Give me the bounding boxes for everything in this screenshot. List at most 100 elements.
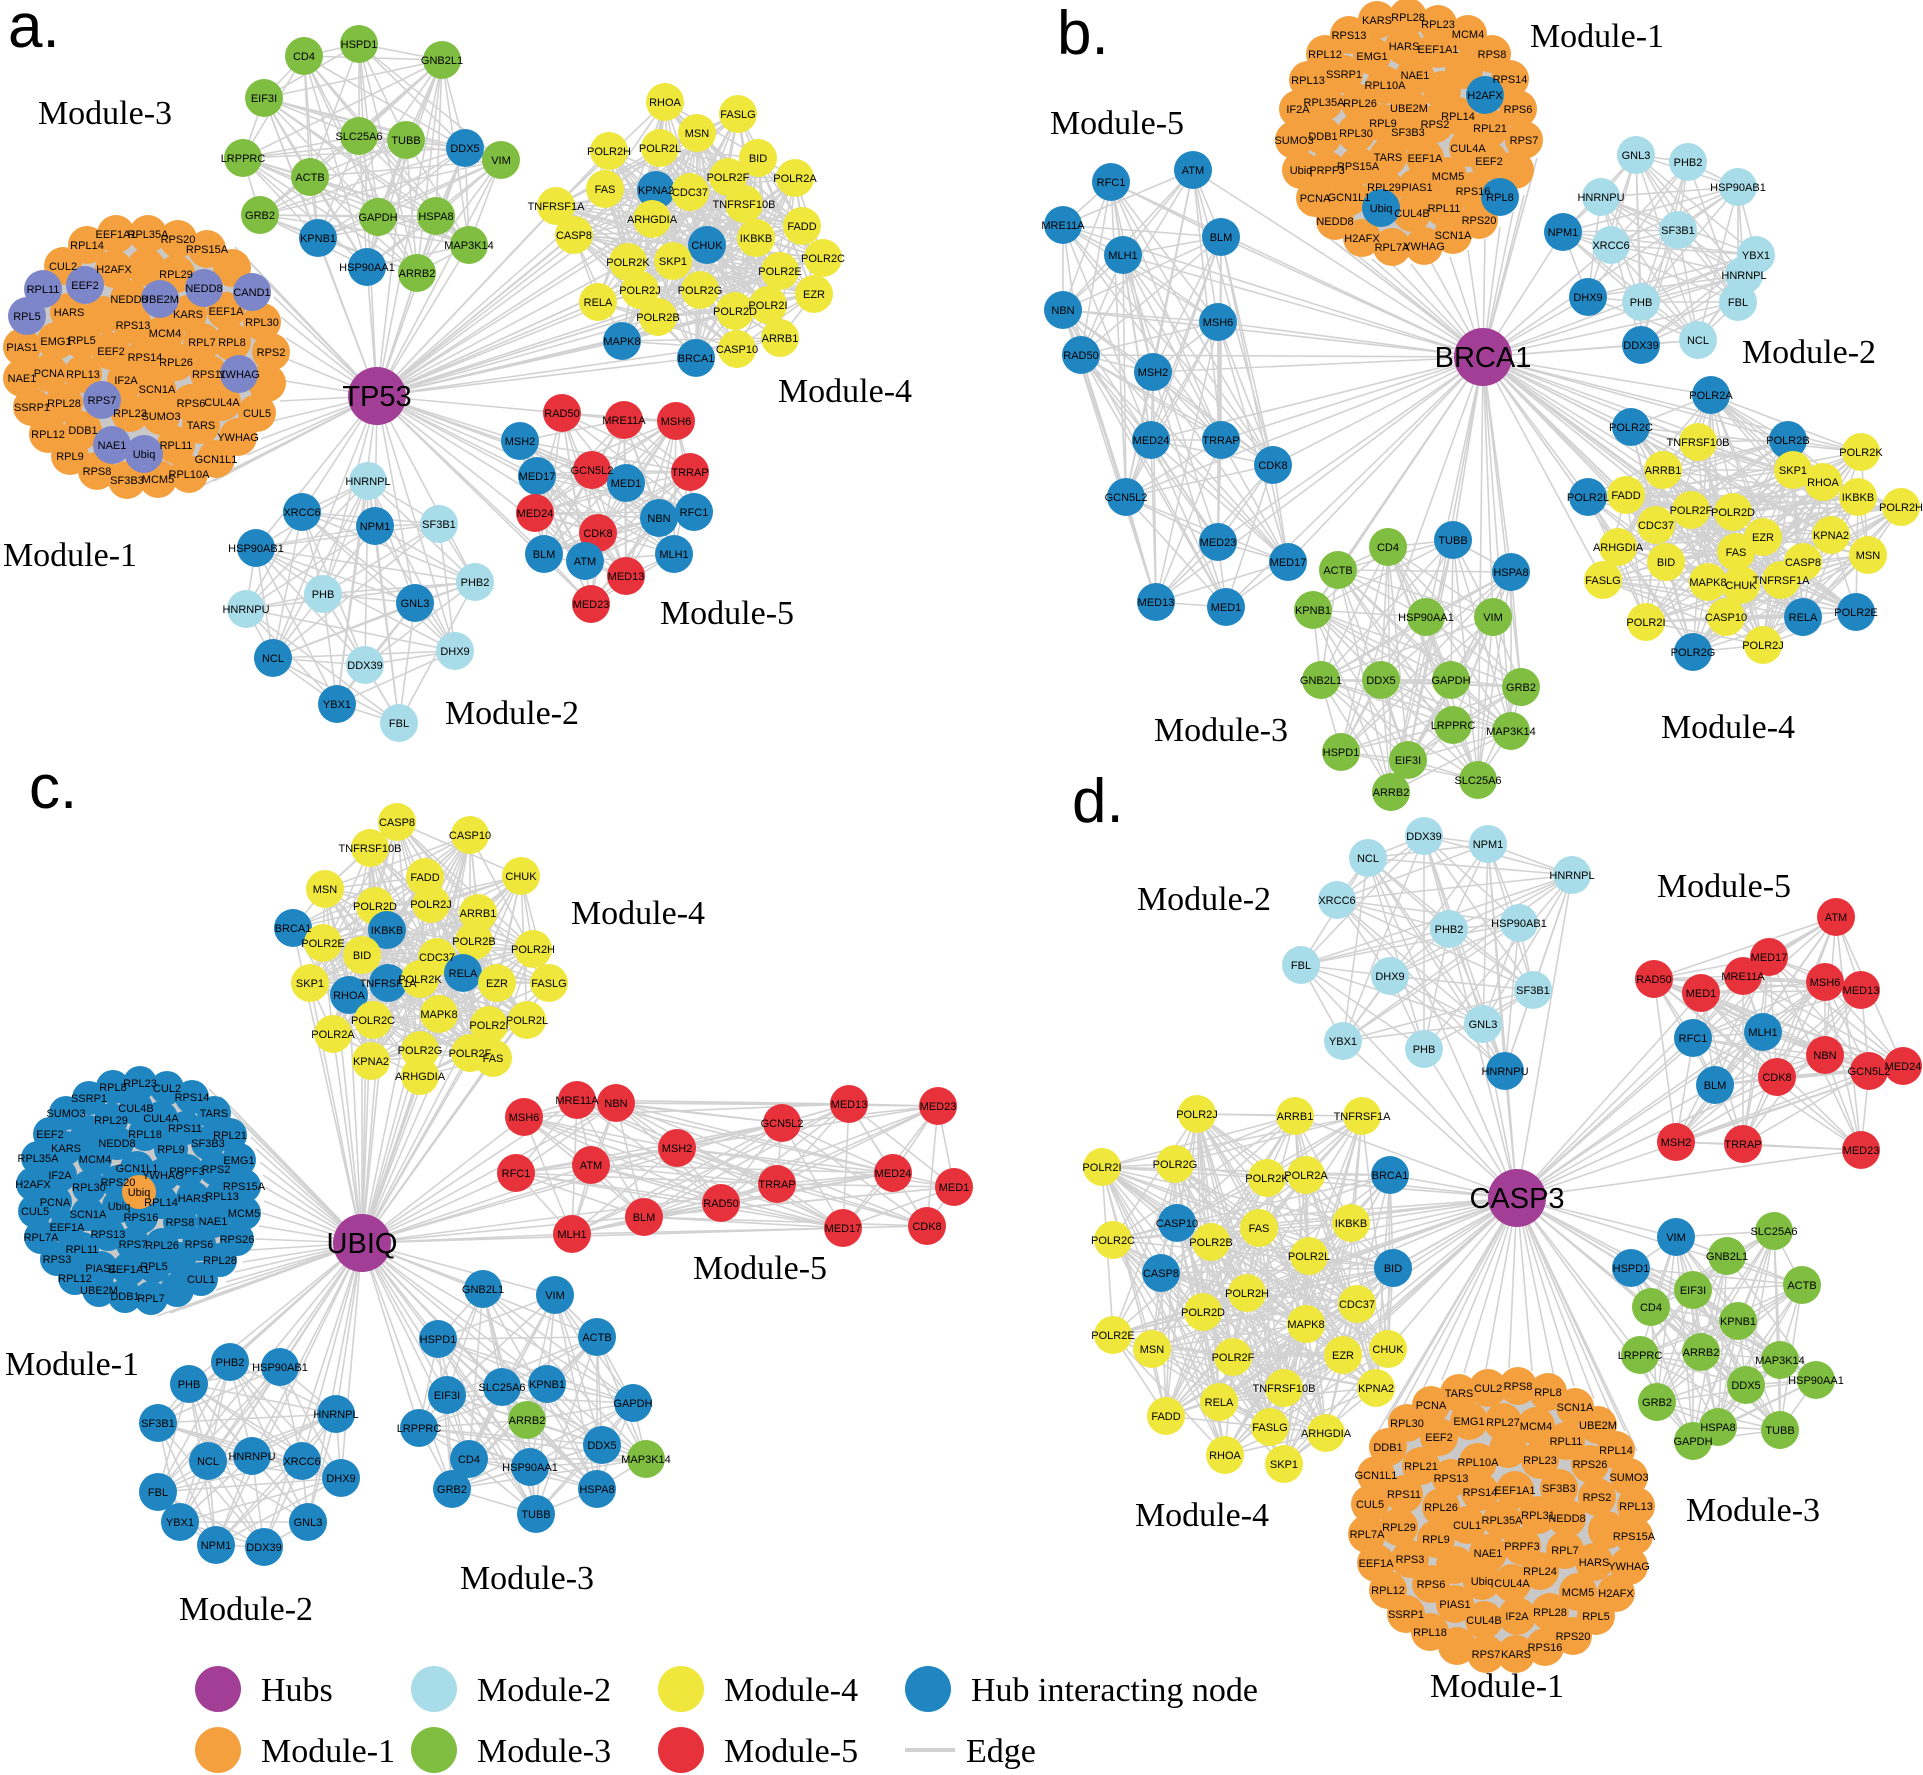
svg-text:BLM: BLM bbox=[533, 549, 556, 561]
svg-text:MCM4: MCM4 bbox=[149, 328, 181, 340]
svg-text:GNL3: GNL3 bbox=[401, 598, 430, 610]
svg-text:BID: BID bbox=[353, 950, 371, 962]
svg-text:POLR2H: POLR2H bbox=[511, 944, 555, 956]
svg-text:POLR2C: POLR2C bbox=[801, 253, 845, 265]
svg-text:NBN: NBN bbox=[604, 1098, 627, 1110]
svg-text:TNFRSF1A: TNFRSF1A bbox=[1334, 1111, 1392, 1123]
svg-text:RPL14: RPL14 bbox=[1441, 111, 1475, 123]
svg-text:KPNA2: KPNA2 bbox=[638, 185, 674, 197]
svg-text:MCM5: MCM5 bbox=[1432, 171, 1464, 183]
svg-text:CUL4B: CUL4B bbox=[1394, 208, 1429, 220]
svg-text:Module-2: Module-2 bbox=[477, 1672, 611, 1709]
svg-text:SSRP1: SSRP1 bbox=[14, 402, 50, 414]
svg-text:VIM: VIM bbox=[1483, 612, 1503, 624]
svg-text:EEF1A1: EEF1A1 bbox=[1495, 1485, 1536, 1497]
svg-text:RPL28: RPL28 bbox=[1533, 1607, 1567, 1619]
svg-text:PRPF3: PRPF3 bbox=[1309, 165, 1344, 177]
svg-text:RPS2: RPS2 bbox=[1583, 1492, 1612, 1504]
svg-text:RPL29: RPL29 bbox=[159, 269, 193, 281]
svg-text:KPNA2: KPNA2 bbox=[353, 1056, 389, 1068]
svg-text:CDK8: CDK8 bbox=[1258, 460, 1287, 472]
svg-text:MED13: MED13 bbox=[831, 1099, 868, 1111]
svg-text:RPS2: RPS2 bbox=[1421, 119, 1450, 131]
svg-text:GNB2L1: GNB2L1 bbox=[1300, 675, 1342, 687]
svg-text:MED13: MED13 bbox=[1138, 597, 1175, 609]
svg-text:UBE2M: UBE2M bbox=[1390, 103, 1428, 115]
svg-text:POLR2E: POLR2E bbox=[1091, 1330, 1134, 1342]
svg-text:VIM: VIM bbox=[545, 1290, 565, 1302]
svg-text:NAE1: NAE1 bbox=[199, 1216, 228, 1228]
svg-text:H2AFX: H2AFX bbox=[15, 1179, 51, 1191]
svg-text:KARS: KARS bbox=[173, 309, 203, 321]
svg-text:PIAS1: PIAS1 bbox=[6, 342, 37, 354]
svg-text:Module-5: Module-5 bbox=[1050, 105, 1184, 142]
svg-text:POLR2G: POLR2G bbox=[1671, 647, 1716, 659]
svg-text:CDC37: CDC37 bbox=[1339, 1299, 1375, 1311]
svg-text:RPS14: RPS14 bbox=[128, 352, 163, 364]
svg-text:TUBB: TUBB bbox=[521, 1509, 550, 1521]
svg-text:GNL3: GNL3 bbox=[294, 1517, 323, 1529]
svg-text:Ubiq: Ubiq bbox=[133, 449, 156, 461]
svg-text:RPS2: RPS2 bbox=[257, 347, 286, 359]
svg-text:YWHAG: YWHAG bbox=[218, 369, 260, 381]
svg-text:LRPPRC: LRPPRC bbox=[1618, 1350, 1663, 1362]
svg-text:a.: a. bbox=[8, 0, 60, 61]
svg-text:NPM1: NPM1 bbox=[1548, 227, 1579, 239]
svg-text:VIM: VIM bbox=[491, 155, 511, 167]
svg-text:Module-4: Module-4 bbox=[778, 373, 912, 410]
svg-text:MED24: MED24 bbox=[1133, 435, 1170, 447]
svg-text:RPL13: RPL13 bbox=[205, 1191, 239, 1203]
svg-text:DDX5: DDX5 bbox=[450, 143, 479, 155]
svg-text:YWHAG: YWHAG bbox=[1608, 1561, 1650, 1573]
svg-text:RPS20: RPS20 bbox=[161, 234, 196, 246]
svg-text:TUBB: TUBB bbox=[1438, 535, 1467, 547]
svg-text:ATM: ATM bbox=[574, 556, 596, 568]
svg-text:MAPK8: MAPK8 bbox=[1689, 577, 1726, 589]
svg-text:PHB2: PHB2 bbox=[1674, 157, 1703, 169]
svg-text:KPNB1: KPNB1 bbox=[1295, 605, 1331, 617]
svg-text:RFC1: RFC1 bbox=[680, 507, 709, 519]
svg-text:FASLG: FASLG bbox=[531, 978, 566, 990]
svg-text:MRE11A: MRE11A bbox=[1041, 220, 1085, 232]
svg-text:RPS15A: RPS15A bbox=[186, 244, 229, 256]
svg-text:CASP3: CASP3 bbox=[1469, 1183, 1564, 1215]
svg-text:CASP10: CASP10 bbox=[716, 344, 758, 356]
svg-text:SUMO3: SUMO3 bbox=[46, 1108, 85, 1120]
svg-text:SUMO3: SUMO3 bbox=[1274, 135, 1313, 147]
svg-text:RPS11: RPS11 bbox=[168, 1123, 202, 1135]
svg-text:CASP8: CASP8 bbox=[379, 817, 415, 829]
svg-text:HSP90AB1: HSP90AB1 bbox=[228, 543, 284, 555]
svg-text:RPL10A: RPL10A bbox=[1365, 80, 1407, 92]
svg-text:PHB2: PHB2 bbox=[216, 1357, 245, 1369]
svg-text:HSPA8: HSPA8 bbox=[579, 1484, 614, 1496]
svg-text:RPS14: RPS14 bbox=[1463, 1487, 1498, 1499]
svg-text:MED1: MED1 bbox=[611, 478, 642, 490]
svg-text:NCL: NCL bbox=[262, 653, 284, 665]
svg-text:CUL1: CUL1 bbox=[187, 1274, 215, 1286]
svg-text:RPL7: RPL7 bbox=[188, 337, 216, 349]
svg-text:MAP3K14: MAP3K14 bbox=[1486, 726, 1536, 738]
svg-text:KARS: KARS bbox=[51, 1143, 81, 1155]
svg-text:Ubiq: Ubiq bbox=[128, 1187, 151, 1199]
svg-text:NBN: NBN bbox=[1051, 305, 1074, 317]
svg-text:MED1: MED1 bbox=[1211, 602, 1242, 614]
svg-text:RPS6: RPS6 bbox=[177, 398, 206, 410]
svg-text:RPL30: RPL30 bbox=[1390, 1418, 1424, 1430]
svg-text:SF3B3: SF3B3 bbox=[191, 1138, 225, 1150]
svg-text:TRRAP: TRRAP bbox=[1724, 1139, 1761, 1151]
svg-text:HARS: HARS bbox=[54, 307, 85, 319]
svg-text:ACTB: ACTB bbox=[582, 1332, 611, 1344]
svg-text:RPL5: RPL5 bbox=[68, 335, 96, 347]
svg-text:HNRNPL: HNRNPL bbox=[1549, 870, 1594, 882]
svg-text:ARHGDIA: ARHGDIA bbox=[395, 1071, 446, 1083]
svg-text:RPS26: RPS26 bbox=[220, 1234, 255, 1246]
svg-text:RPL35A: RPL35A bbox=[1304, 97, 1346, 109]
svg-text:KARS: KARS bbox=[1501, 1649, 1531, 1661]
svg-text:POLR2E: POLR2E bbox=[758, 266, 801, 278]
svg-text:XRCC6: XRCC6 bbox=[1592, 240, 1629, 252]
svg-text:POLR2G: POLR2G bbox=[1153, 1159, 1198, 1171]
svg-text:YBX1: YBX1 bbox=[1742, 250, 1770, 262]
svg-text:TARS: TARS bbox=[187, 420, 216, 432]
svg-text:NPM1: NPM1 bbox=[360, 521, 391, 533]
svg-text:HSPD1: HSPD1 bbox=[420, 1334, 457, 1346]
